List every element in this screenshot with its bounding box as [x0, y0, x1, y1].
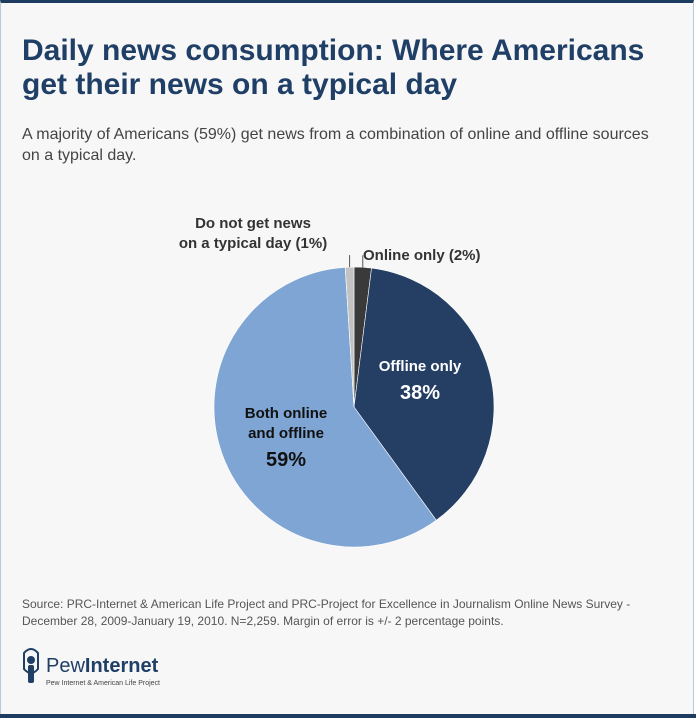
- logo-tagline: Pew Internet & American Life Project: [46, 680, 160, 687]
- pie-slice-3: [213, 266, 437, 548]
- logo-internet: Internet: [84, 655, 159, 677]
- slice-label-1: Online only (2%): [363, 247, 481, 264]
- slice-label-4: Do not get news on a typical day (1%): [179, 215, 327, 252]
- source-note: Source: PRC-Internet & American Life Pro…: [22, 597, 631, 628]
- pew-logo-icon: [23, 648, 39, 683]
- slice-label-3: Both online and offline 59%: [245, 405, 328, 471]
- pie-slice-2: [353, 267, 495, 521]
- logo-pew: Pew: [46, 655, 85, 677]
- pie-chart: Online only (2%) Offline only 38% Both onli…: [179, 215, 495, 548]
- chart-subtitle: A majority of Americans (59%) get news f…: [22, 126, 649, 164]
- logo-wordmark: PewInternet: [46, 655, 158, 678]
- chart-title: Daily news consumption: Where Americans …: [22, 34, 645, 101]
- bottom-bar: [0, 714, 696, 718]
- slice-label-2: Offline only 38%: [379, 358, 462, 404]
- pew-internet-logo: PewInternet Pew Internet & American Life…: [20, 647, 220, 691]
